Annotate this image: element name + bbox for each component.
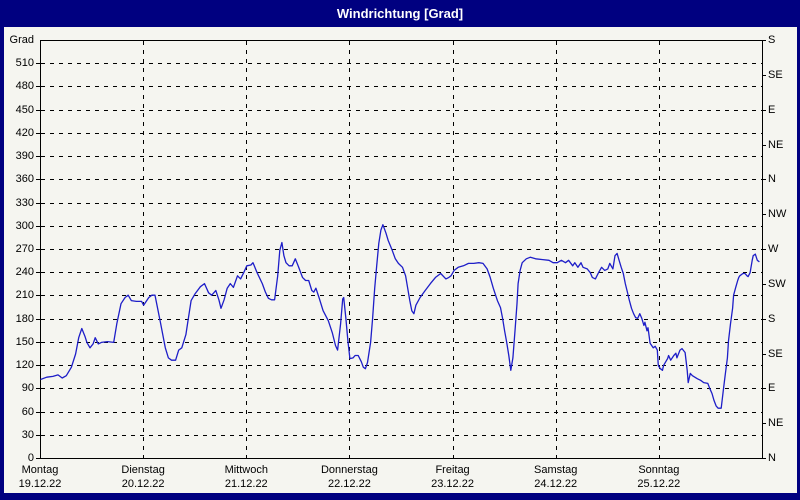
y-tick-mark-left: [36, 319, 40, 320]
y-tick-mark-left: [36, 179, 40, 180]
day-name: Dienstag: [121, 464, 165, 476]
y-tick-label-right: N: [768, 173, 776, 185]
y-axis-unit-label: Grad: [9, 34, 34, 46]
y-tick-label-left: 330: [15, 197, 34, 209]
y-tick-label-left: 90: [21, 382, 34, 394]
day-date: 25.12.22: [637, 478, 681, 490]
x-day-label: Dienstag 20.12.22: [88, 463, 198, 491]
day-date: 24.12.22: [534, 478, 578, 490]
window-titlebar: Windrichtung [Grad]: [0, 0, 800, 27]
y-tick-mark-right: [762, 458, 766, 459]
y-tick-label-right: SE: [768, 348, 783, 360]
day-name: Montag: [21, 464, 59, 476]
y-tick-mark-right: [762, 423, 766, 424]
y-tick-mark-left: [36, 388, 40, 389]
y-tick-label-left: 480: [15, 80, 34, 92]
y-tick-mark-left: [36, 295, 40, 296]
y-tick-mark-left: [36, 272, 40, 273]
day-name: Sonntag: [638, 464, 680, 476]
y-tick-label-left: 150: [15, 336, 34, 348]
y-tick-mark-right: [762, 249, 766, 250]
y-tick-label-left: 360: [15, 173, 34, 185]
x-day-label: Sonntag 25.12.22: [604, 463, 714, 491]
y-tick-mark-left: [36, 435, 40, 436]
y-tick-mark-right: [762, 354, 766, 355]
y-tick-label-left: 180: [15, 313, 34, 325]
y-tick-mark-right: [762, 388, 766, 389]
chart-panel: [4, 27, 797, 493]
y-tick-label-left: 270: [15, 243, 34, 255]
day-date: 19.12.22: [18, 478, 62, 490]
y-tick-label-left: 240: [15, 266, 34, 278]
y-tick-label-left: 300: [15, 220, 34, 232]
y-tick-label-left: 210: [15, 289, 34, 301]
y-tick-mark-left: [36, 156, 40, 157]
y-tick-mark-left: [36, 412, 40, 413]
day-date: 21.12.22: [224, 478, 268, 490]
y-tick-label-right: N: [768, 452, 776, 464]
y-tick-mark-right: [762, 145, 766, 146]
y-tick-label-right: W: [768, 243, 779, 255]
y-tick-label-left: 510: [15, 57, 34, 69]
y-tick-mark-right: [762, 40, 766, 41]
x-day-label: Montag 19.12.22: [0, 463, 95, 491]
y-tick-mark-left: [36, 249, 40, 250]
wind-direction-line-chart: [40, 40, 763, 459]
y-tick-mark-left: [36, 342, 40, 343]
day-name: Samstag: [533, 464, 578, 476]
y-tick-mark-left: [36, 133, 40, 134]
y-tick-label-right: S: [768, 34, 776, 46]
y-tick-mark-right: [762, 75, 766, 76]
y-tick-mark-left: [36, 110, 40, 111]
y-tick-mark-right: [762, 319, 766, 320]
y-tick-mark-right: [762, 179, 766, 180]
y-tick-mark-right: [762, 214, 766, 215]
y-tick-label-left: 30: [21, 429, 34, 441]
x-day-label: Samstag 24.12.22: [501, 463, 611, 491]
y-tick-label-right: S: [768, 313, 776, 325]
y-tick-label-left: 390: [15, 150, 34, 162]
day-date: 20.12.22: [121, 478, 165, 490]
y-tick-label-right: NE: [768, 417, 784, 429]
y-tick-mark-right: [762, 110, 766, 111]
x-day-label: Donnerstag 22.12.22: [294, 463, 404, 491]
y-tick-label-right: SE: [768, 69, 783, 81]
series-windrichtung: [40, 224, 760, 409]
y-tick-label-left: 450: [15, 104, 34, 116]
window-title: Windrichtung [Grad]: [336, 6, 464, 21]
y-tick-label-left: 420: [15, 127, 34, 139]
y-tick-mark-left: [36, 86, 40, 87]
y-tick-label-left: 60: [21, 406, 34, 418]
day-name: Freitag: [435, 464, 470, 476]
y-tick-mark-left: [36, 226, 40, 227]
y-tick-label-right: NW: [768, 208, 787, 220]
y-tick-mark-left: [36, 458, 40, 459]
y-tick-label-right: E: [768, 104, 776, 116]
y-tick-label-right: SW: [768, 278, 786, 290]
day-date: 23.12.22: [431, 478, 474, 490]
y-tick-label-left: 120: [15, 359, 34, 371]
day-name: Donnerstag: [320, 464, 378, 476]
y-tick-label-right: E: [768, 382, 776, 394]
y-tick-label-right: NE: [768, 139, 784, 151]
y-tick-label-left: 0: [27, 452, 34, 464]
y-tick-mark-left: [36, 63, 40, 64]
x-day-label: Mittwoch 21.12.22: [191, 463, 301, 491]
day-date: 22.12.22: [328, 478, 371, 490]
y-tick-mark-left: [36, 203, 40, 204]
day-name: Mittwoch: [224, 464, 268, 476]
y-tick-mark-left: [36, 365, 40, 366]
x-day-label: Freitag 23.12.22: [398, 463, 508, 491]
y-tick-mark-right: [762, 284, 766, 285]
